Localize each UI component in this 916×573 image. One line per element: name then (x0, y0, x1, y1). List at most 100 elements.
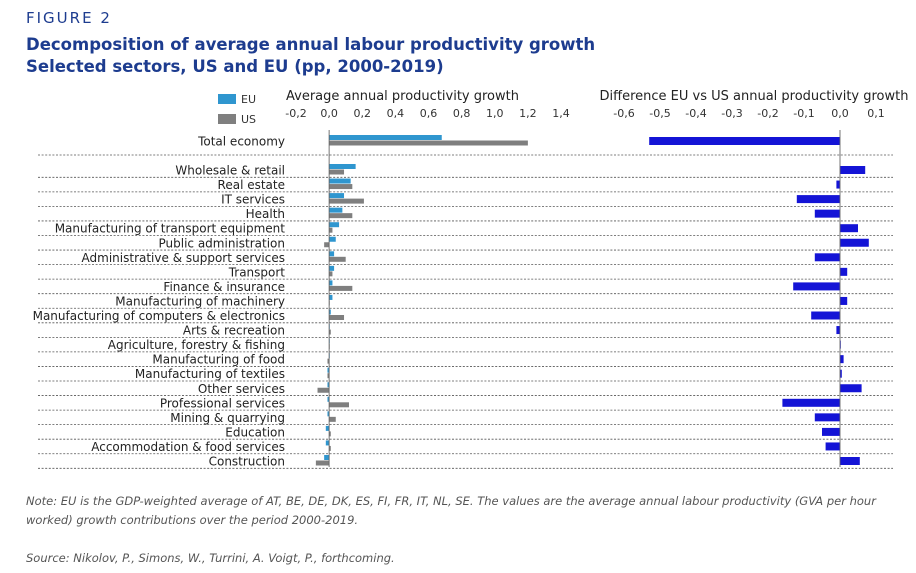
bar-us (329, 329, 331, 335)
bar-eu (329, 207, 343, 213)
bar-difference (814, 209, 840, 218)
bar-us (329, 227, 333, 233)
bar-eu (329, 178, 351, 184)
bar-difference (782, 398, 840, 407)
right-x-tick-label: -0,5 (649, 107, 670, 120)
category-label: Manufacturing of transport equipment (55, 222, 286, 236)
category-label: Public administration (159, 236, 286, 250)
bar-us (329, 198, 364, 204)
category-label: Agriculture, forestry & fishing (108, 338, 285, 352)
bar-eu (329, 135, 442, 140)
chart-canvas: Average annual productivity growth Differ… (33, 89, 908, 469)
title-line-2: Selected sectors, US and EU (pp, 2000-20… (26, 57, 444, 76)
chart-title: Decomposition of average annual labour p… (26, 34, 595, 78)
bar-difference (840, 267, 848, 276)
left-x-tick-label: -0,2 (285, 107, 306, 120)
category-label: Total economy (197, 135, 285, 149)
bar-eu (329, 280, 333, 286)
bar-difference (840, 457, 860, 465)
bar-difference (840, 369, 842, 378)
bar-us (329, 184, 353, 190)
bar-us (317, 387, 330, 393)
bar-difference (836, 326, 840, 335)
category-label: Mining & quarrying (170, 411, 285, 425)
bar-difference (840, 166, 866, 174)
left-x-tick-label: 0,0 (320, 107, 338, 120)
bar-difference (840, 296, 848, 305)
bar-eu (327, 367, 330, 373)
bar-difference (796, 195, 840, 204)
bar-eu (329, 265, 335, 271)
bar-difference (825, 442, 840, 451)
figure-label: FIGURE 2 (26, 9, 112, 27)
bar-us (329, 285, 353, 291)
category-label: IT services (221, 193, 285, 207)
bar-difference (840, 384, 862, 393)
bar-eu (325, 440, 330, 446)
category-label: Manufacturing of textiles (135, 367, 285, 381)
left-panel-title: Average annual productivity growth (286, 89, 519, 104)
bar-us (327, 373, 330, 379)
bar-us (327, 358, 330, 364)
left-x-tick-label: 0,4 (387, 107, 405, 120)
bar-us (329, 445, 331, 451)
legend-swatch-eu (218, 94, 236, 104)
legend-swatch-us (218, 114, 236, 124)
bar-difference (840, 355, 844, 364)
bar-us (329, 416, 336, 422)
category-label: Accommodation & food services (91, 440, 285, 454)
bar-difference (811, 311, 840, 320)
category-label: Real estate (218, 178, 285, 192)
category-label: Wholesale & retail (175, 164, 285, 178)
legend-label-eu: EU (241, 93, 256, 106)
right-x-tick-label: -0,4 (685, 107, 706, 120)
left-x-tick-label: 1,4 (552, 107, 570, 120)
bar-difference (814, 253, 840, 262)
category-label: Construction (209, 455, 285, 469)
category-label: Education (225, 425, 285, 439)
bar-us (329, 271, 333, 277)
bar-us (324, 242, 330, 248)
bar-us (329, 169, 345, 175)
legend-label-us: US (241, 113, 256, 126)
bar-difference (836, 180, 840, 189)
bar-eu (329, 193, 345, 199)
bar-eu (325, 425, 330, 431)
left-x-tick-label: 0,8 (453, 107, 471, 120)
bar-eu (324, 455, 330, 460)
bar-eu (329, 251, 335, 257)
category-label: Health (246, 207, 285, 221)
bar-us (315, 460, 330, 466)
bar-eu (329, 236, 336, 242)
left-x-tick-label: 0,6 (420, 107, 438, 120)
bar-us (329, 256, 346, 262)
bar-eu (329, 294, 333, 300)
category-label: Other services (198, 382, 285, 396)
right-x-tick-label: 0,0 (831, 107, 849, 120)
bar-difference (814, 413, 840, 422)
bar-us (329, 315, 345, 320)
right-x-tick-label: -0,6 (613, 107, 634, 120)
bar-eu (329, 222, 340, 228)
left-x-tick-label: 1,0 (486, 107, 504, 120)
category-label: Administrative & support services (82, 251, 285, 265)
chart-note: Note: EU is the GDP-weighted average of … (26, 494, 876, 527)
category-label: Manufacturing of computers & electronics (33, 309, 285, 323)
title-line-1: Decomposition of average annual labour p… (26, 35, 596, 54)
bar-us (329, 213, 353, 219)
bar-difference (840, 224, 858, 233)
category-label: Transport (228, 265, 286, 279)
bar-difference (793, 282, 840, 291)
bar-difference (649, 137, 840, 145)
category-label: Manufacturing of machinery (115, 294, 285, 308)
bar-eu (327, 411, 330, 417)
bar-us (329, 402, 349, 408)
right-x-tick-label: -0,1 (793, 107, 814, 120)
bar-eu (329, 309, 331, 315)
category-label: Manufacturing of food (152, 353, 285, 367)
chart-source: Source: Nikolov, P., Simons, W., Turrini… (26, 551, 395, 565)
bar-eu (329, 164, 356, 169)
bar-difference (840, 238, 869, 247)
category-label: Professional services (160, 396, 285, 410)
category-label: Arts & recreation (183, 324, 285, 338)
